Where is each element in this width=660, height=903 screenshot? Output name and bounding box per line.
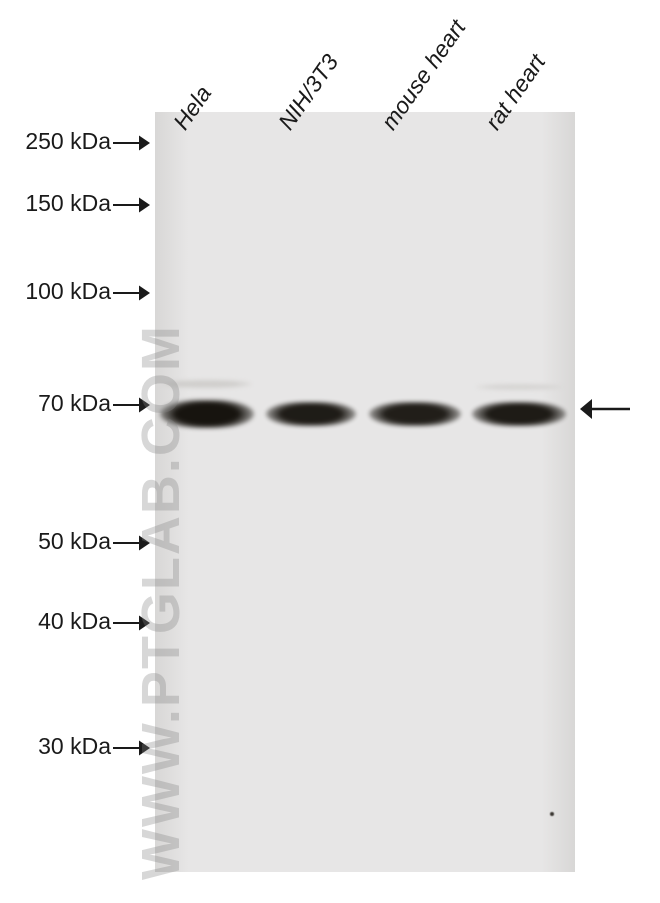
mw-marker-0: 250 kDa — [0, 130, 150, 153]
mw-marker-4: 50 kDa — [0, 530, 150, 553]
protein-band — [160, 400, 254, 428]
arrow-right-icon — [113, 534, 150, 552]
mw-marker-text: 250 kDa — [25, 128, 111, 154]
arrow-right-icon — [113, 739, 150, 757]
mw-marker-6: 30 kDa — [0, 735, 150, 758]
protein-band — [266, 402, 356, 426]
mw-marker-text: 150 kDa — [25, 190, 111, 216]
arrow-right-icon — [113, 614, 150, 632]
mw-marker-text: 40 kDa — [38, 608, 111, 634]
arrow-right-icon — [113, 284, 150, 302]
mw-marker-text: 70 kDa — [38, 390, 111, 416]
protein-band — [472, 402, 566, 426]
mw-marker-1: 150 kDa — [0, 192, 150, 215]
mw-marker-text: 50 kDa — [38, 528, 111, 554]
blot-figure: HelaNIH/3T3mouse heartrat heart 250 kDa1… — [0, 0, 660, 903]
artifact-speck — [550, 812, 554, 816]
arrow-right-icon — [113, 196, 150, 214]
mw-marker-3: 70 kDa — [0, 392, 150, 415]
arrow-right-icon — [113, 134, 150, 152]
faint-band — [162, 380, 252, 388]
mw-marker-2: 100 kDa — [0, 280, 150, 303]
arrow-left-icon — [578, 395, 634, 423]
arrow-right-icon — [113, 396, 150, 414]
faint-band — [475, 384, 563, 390]
protein-band — [369, 402, 461, 426]
mw-marker-5: 40 kDa — [0, 610, 150, 633]
blot-membrane — [155, 112, 575, 872]
mw-marker-text: 100 kDa — [25, 278, 111, 304]
mw-marker-text: 30 kDa — [38, 733, 111, 759]
